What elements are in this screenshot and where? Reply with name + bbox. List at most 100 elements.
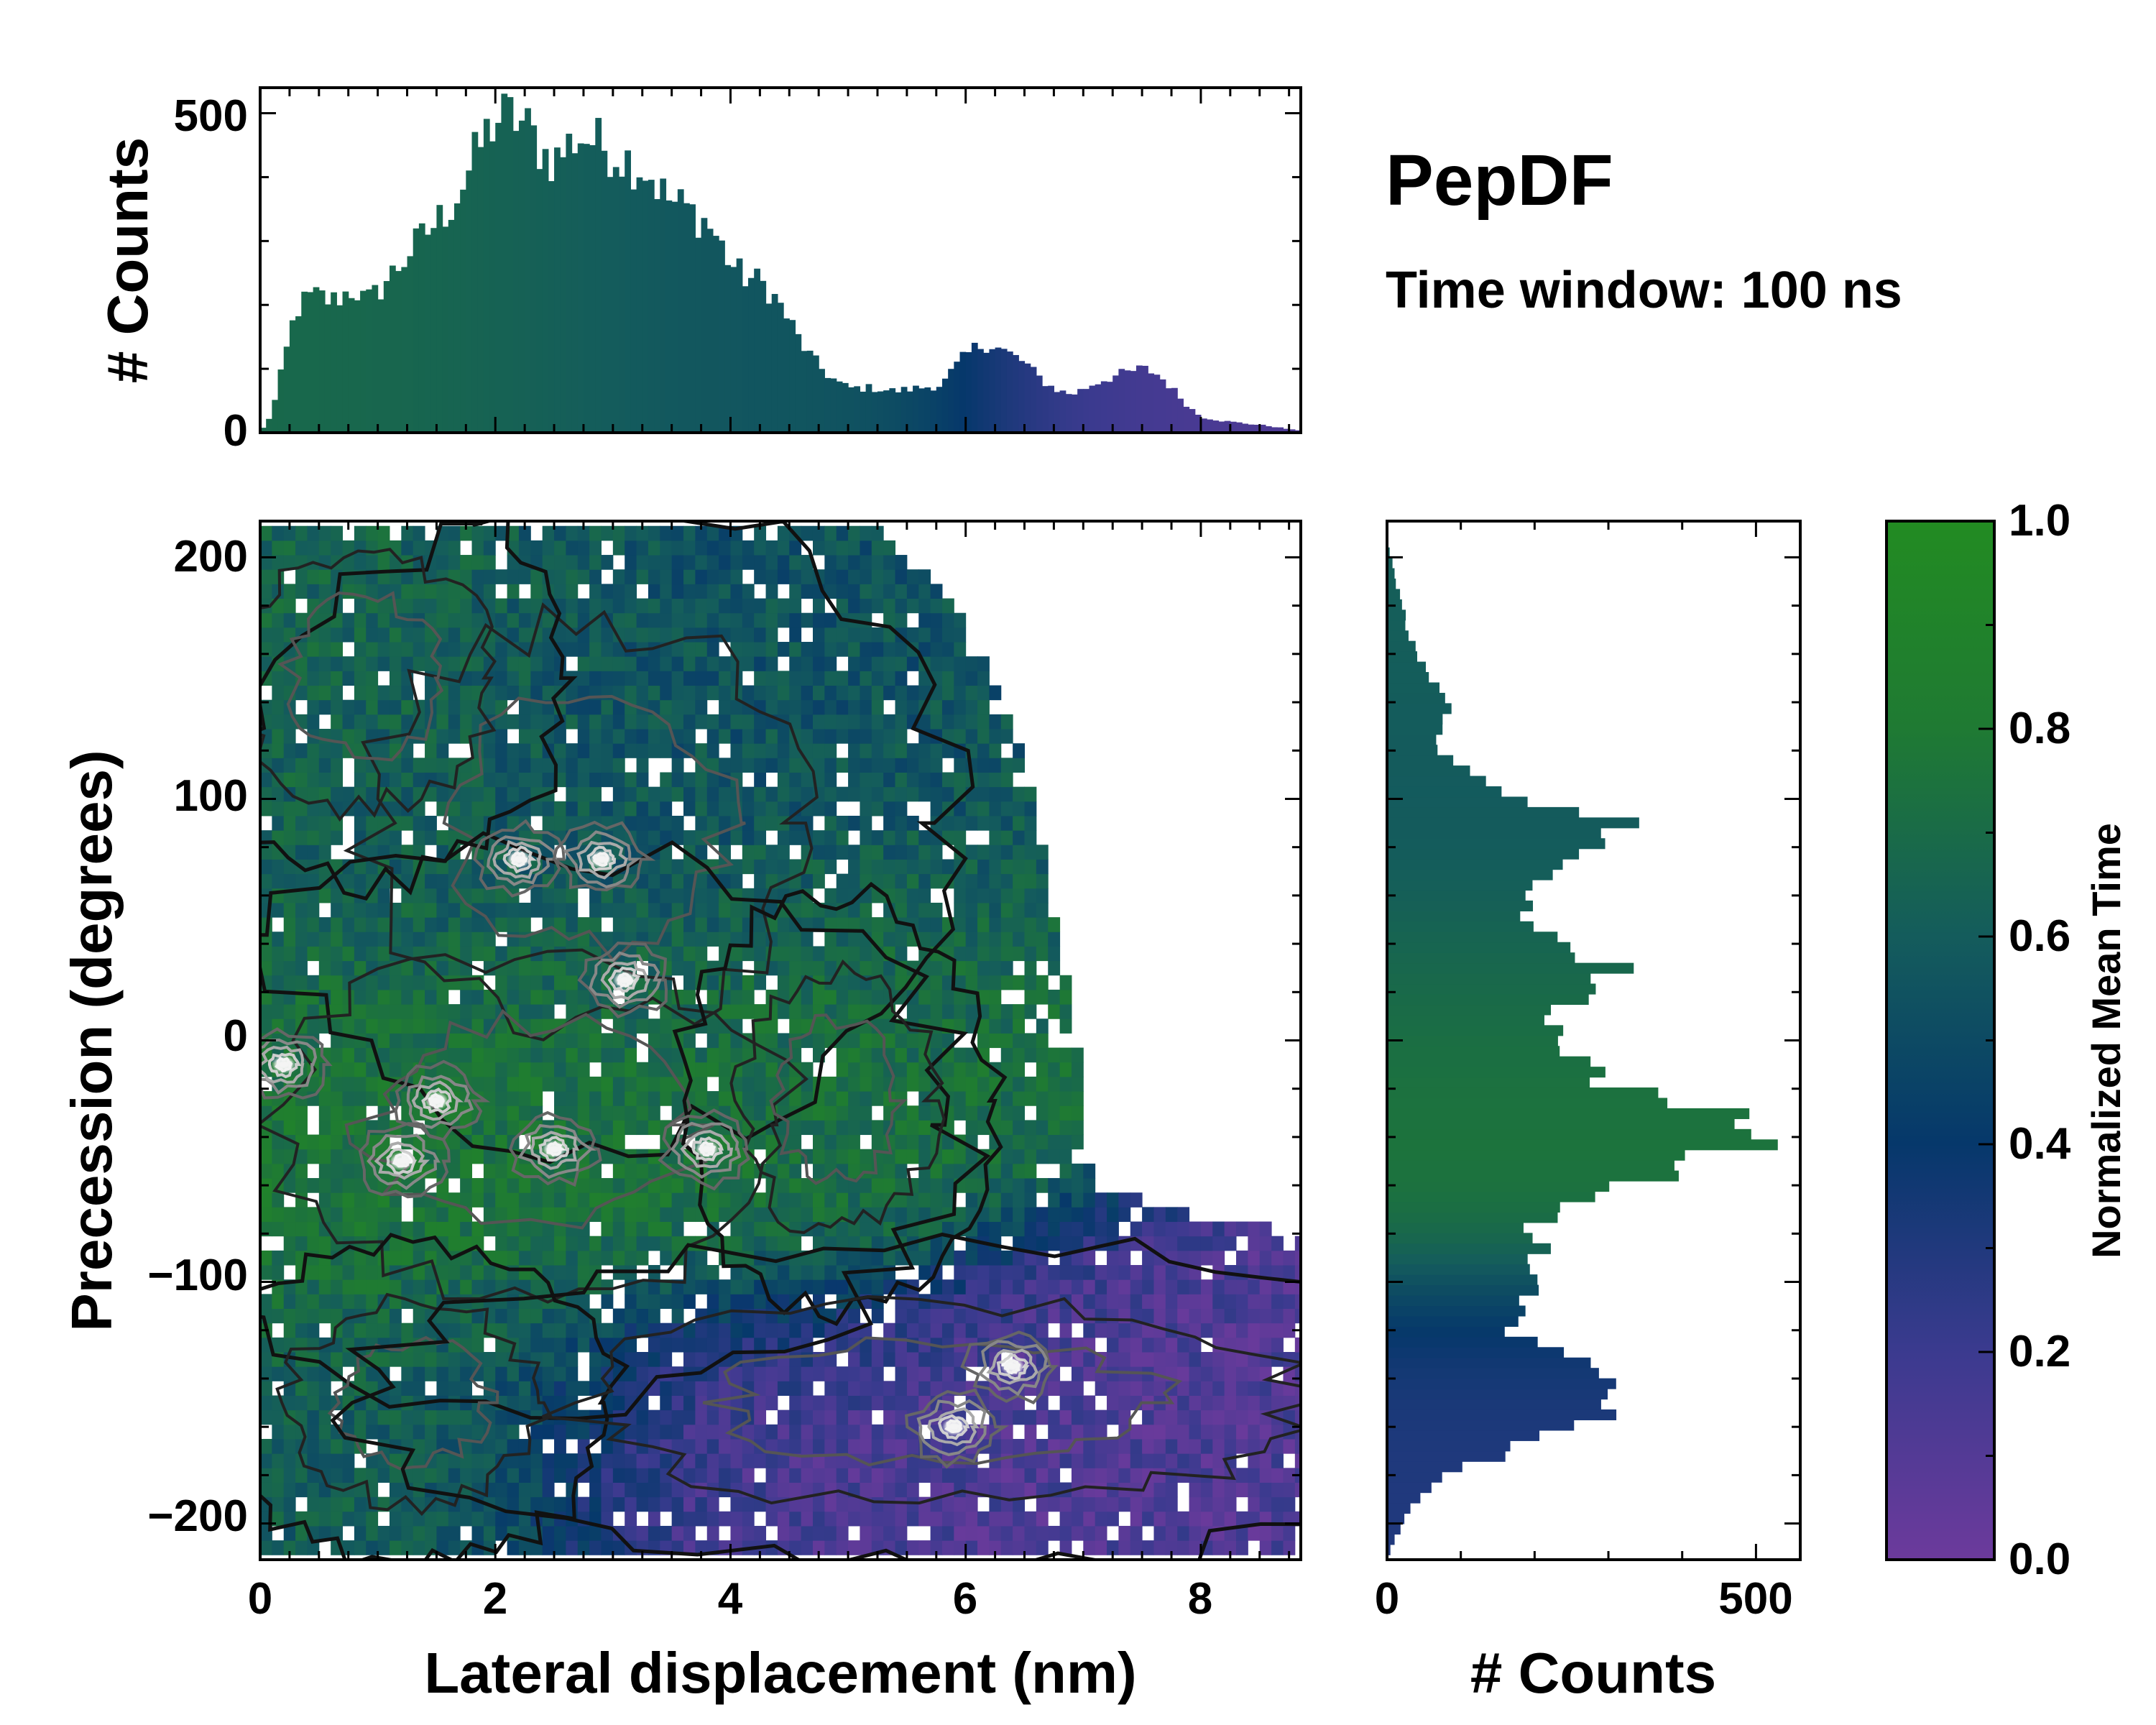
heatmap-cell (401, 569, 414, 584)
heatmap-cell (930, 873, 943, 889)
heatmap-cell (1048, 1091, 1061, 1106)
heatmap-cell (272, 1409, 285, 1425)
heatmap-cell (518, 1062, 531, 1077)
heatmap-cell (460, 1236, 473, 1251)
heatmap-cell (342, 960, 355, 976)
heatmap-cell (331, 758, 344, 773)
heatmap-cell (625, 1366, 637, 1381)
heatmap-cell (507, 1424, 520, 1440)
heatmap-cell (1013, 1221, 1026, 1237)
heatmap-cell (1024, 989, 1037, 1005)
heatmap-cell (507, 1482, 520, 1498)
heatmap-cell (1165, 1352, 1178, 1367)
heatmap-cell (1024, 1294, 1037, 1310)
heatmap-cell (413, 758, 425, 773)
heatmap-cell (989, 1033, 1002, 1049)
heatmap-cell (554, 1540, 566, 1555)
heatmap-cell (1083, 1192, 1096, 1208)
heatmap-cell (307, 1004, 320, 1019)
heatmap-cell (283, 1322, 296, 1338)
heatmap-cell (495, 1076, 508, 1092)
heatmap-cell (1000, 815, 1013, 831)
heatmap-cell (1118, 1366, 1131, 1381)
heatmap-cell (331, 1453, 344, 1468)
heatmap-cell (366, 1076, 379, 1092)
heatmap-cell (671, 1192, 684, 1208)
heatmap-cell (801, 1409, 814, 1425)
heatmap-cell (589, 1250, 602, 1266)
heatmap-cell (671, 758, 684, 773)
heatmap-cell (471, 1468, 484, 1483)
heatmap-cell (401, 1178, 414, 1193)
heatmap-cell (895, 786, 908, 802)
heatmap-cell (483, 1207, 496, 1223)
histogram-bar (842, 382, 849, 433)
heatmap-cell (918, 1265, 931, 1280)
heatmap-cell (754, 642, 767, 657)
heatmap-cell (1013, 1004, 1026, 1019)
heatmap-cell (754, 569, 767, 584)
heatmap-cell (1048, 1496, 1061, 1512)
heatmap-cell (260, 946, 272, 962)
heatmap-cell (941, 1366, 954, 1381)
heatmap-cell (660, 1337, 673, 1353)
heatmap-cell (895, 569, 908, 584)
heatmap-cell (742, 1468, 755, 1483)
heatmap-cell (930, 801, 943, 816)
heatmap-cell (941, 815, 954, 831)
heatmap-cell (495, 815, 508, 831)
heatmap-cell (789, 1279, 802, 1294)
heatmap-cell (425, 786, 437, 802)
heatmap-cell (625, 1178, 637, 1193)
heatmap-cell (401, 685, 414, 701)
heatmap-cell (883, 1265, 896, 1280)
heatmap-cell (860, 772, 872, 788)
heatmap-cell (719, 685, 731, 701)
heatmap-cell (507, 946, 520, 962)
heatmap-cell (295, 946, 308, 962)
heatmap-cell (366, 642, 379, 657)
heatmap-cell (789, 1322, 802, 1338)
heatmap-cell (295, 1540, 308, 1555)
heatmap-cell (483, 888, 496, 903)
heatmap-cell (1095, 1381, 1107, 1396)
heatmap-cell (801, 1366, 814, 1381)
heatmap-cell (625, 714, 637, 730)
heatmap-cell (1189, 1366, 1202, 1381)
histogram-bar (1236, 422, 1243, 433)
heatmap-cell (307, 830, 320, 845)
heatmap-cell (695, 642, 708, 657)
heatmap-cell (719, 830, 731, 845)
heatmap-cell (318, 569, 331, 584)
heatmap-cell (941, 699, 954, 715)
heatmap-cell (518, 699, 531, 715)
heatmap-cell (495, 1482, 508, 1498)
heatmap-cell (801, 1062, 814, 1077)
heatmap-cell (789, 1004, 802, 1019)
histogram-bar (413, 228, 420, 433)
heatmap-cell (260, 960, 272, 976)
histogram-bar (1242, 423, 1248, 433)
heatmap-cell (789, 932, 802, 947)
heatmap-cell (906, 815, 919, 831)
heatmap-cell (824, 1322, 837, 1338)
heatmap-cell (1224, 1424, 1237, 1440)
heatmap-cell (742, 685, 755, 701)
heatmap-cell (765, 1468, 778, 1483)
heatmap-cell (883, 584, 896, 599)
heatmap-cell (965, 1540, 978, 1555)
heatmap-cell (495, 525, 508, 541)
heatmap-cell (777, 1163, 790, 1179)
heatmap-cell (612, 1540, 625, 1555)
heatmap-cell (307, 1018, 320, 1034)
heatmap-cell (413, 1409, 425, 1425)
heatmap-cell (401, 1322, 414, 1338)
histogram-bar (395, 271, 402, 433)
heatmap-cell (625, 1322, 637, 1338)
heatmap-cell (307, 1468, 320, 1483)
histogram-bar (1277, 427, 1284, 433)
heatmap-cell (377, 772, 390, 788)
heatmap-cell (518, 1453, 531, 1468)
heatmap-cell (777, 729, 790, 744)
heatmap-cell (1013, 1265, 1026, 1280)
